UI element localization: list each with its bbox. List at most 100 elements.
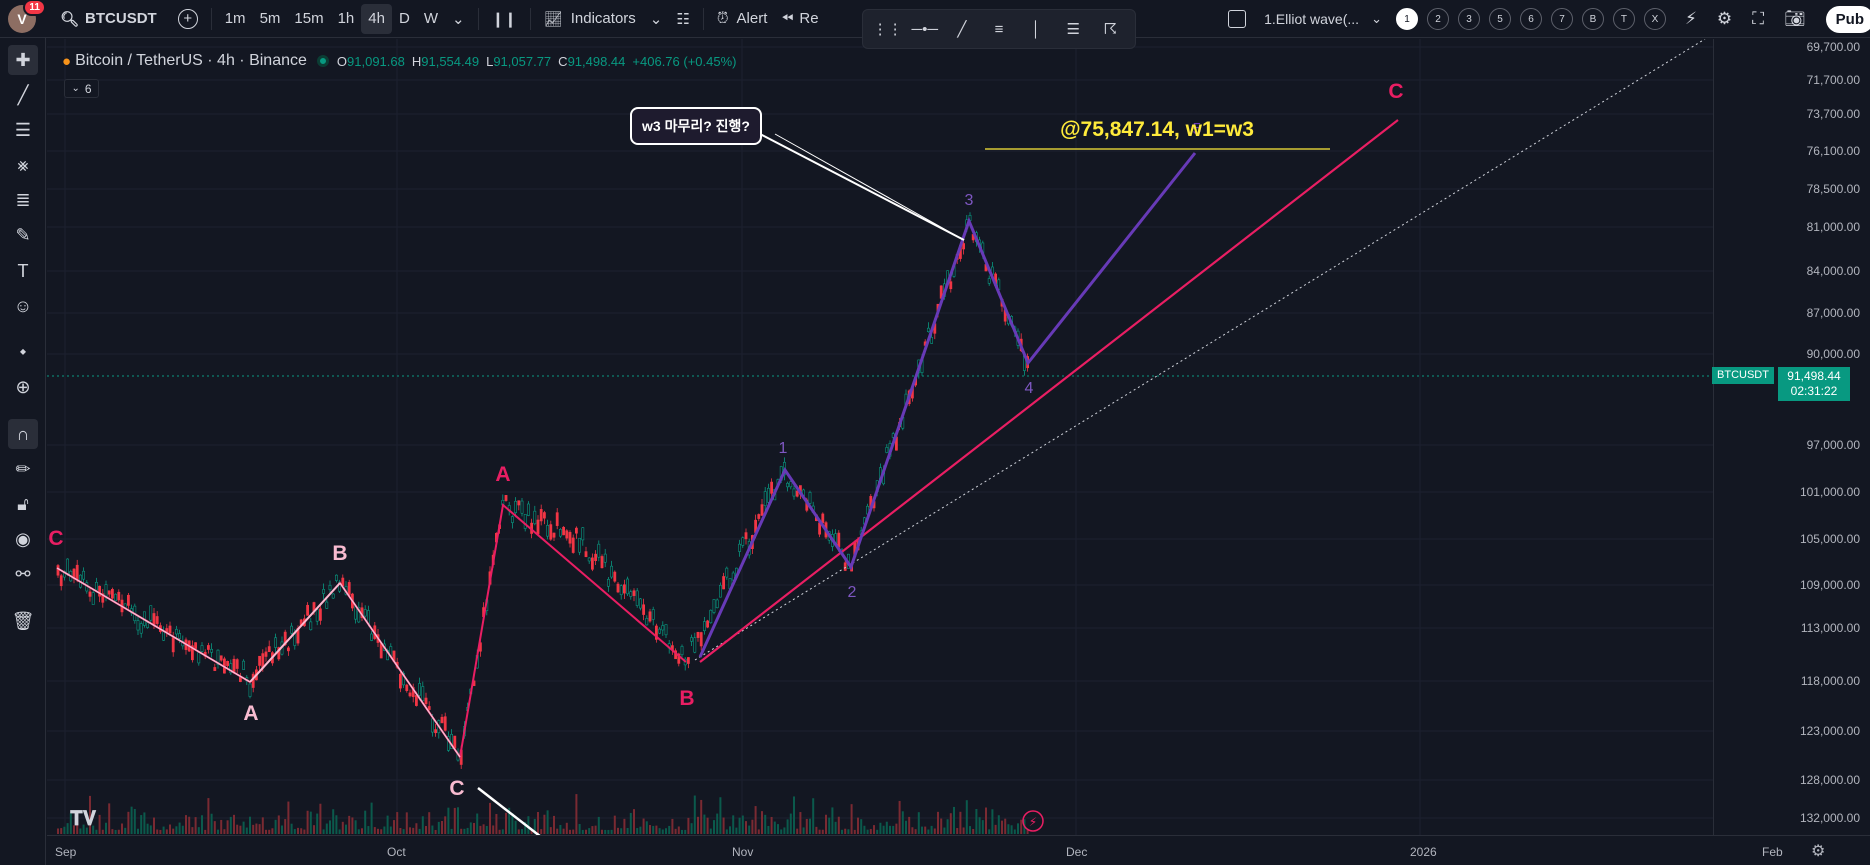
quick-search-icon[interactable]: ⚡︎ [1684,9,1697,28]
compare-symbol-button[interactable]: + [171,4,205,34]
trash-icon[interactable]: 🗑︎ [11,610,35,631]
volume-bar [479,825,482,834]
emoji-tool-icon[interactable]: ☺︎ [13,295,33,316]
link-icon[interactable]: ⚯ [15,563,31,584]
volume-bar [226,820,229,834]
volume-bar [335,815,338,834]
target-annotation[interactable]: @75,847.14, w1=w3 [1060,118,1254,141]
camera-icon[interactable]: 📷︎ [1784,9,1806,28]
template-name[interactable]: 1.Elliot wave(... [1264,11,1360,27]
template-badge-2[interactable]: 2 [1426,8,1449,30]
text-tool-icon[interactable]: T [17,260,29,281]
volume-bar [66,823,69,834]
template-badge-t[interactable]: T [1612,8,1635,30]
impulse-wave-purple[interactable] [698,152,1197,658]
eye-icon[interactable]: ◉ [15,528,31,549]
vertical-line-icon[interactable]: │ [1031,20,1041,38]
notification-badge[interactable]: 11 [23,0,46,16]
volume-bar [613,815,616,834]
price-chart[interactable]: C B A C A B C 1 2 3 4 5 @75,847.14, w1=w… [47,39,1713,835]
symbol-search[interactable]: 🔍︎ BTCUSDT [60,10,157,28]
abc-wave-light[interactable] [249,582,341,683]
alert-button[interactable]: ⏰︎ Alert [710,4,775,34]
template-badge-3[interactable]: 3 [1457,8,1480,30]
candle-body [95,582,98,591]
time-scale[interactable]: Sep Oct Nov Dec 2026 Feb [47,835,1870,865]
settings-icon[interactable]: ⚙︎ [1811,843,1826,860]
volume-bar [149,825,152,834]
fib-tool-icon[interactable]: ☰ [14,119,32,140]
pattern-tool-icon[interactable]: ⨳ [17,154,29,175]
volume-bar [693,795,696,834]
trendline-icon[interactable]: ╱ [957,21,967,38]
indicators-button[interactable]: 📈︎ Indicators [537,4,643,34]
candle-body [568,532,572,544]
volume-bar [917,812,920,834]
ruler-icon[interactable]: ⬩ [19,340,27,361]
legend-title[interactable]: Bitcoin / TetherUS · 4h · Binance [75,52,307,69]
volume-bar [252,824,255,834]
volume-bar [332,809,335,834]
interval-w[interactable]: W [423,10,438,27]
abc-wave-light-c[interactable] [339,582,461,758]
crosshair-icon[interactable]: ✚ [8,45,38,75]
price-label: 101,000.00 [1799,485,1860,499]
layouts-button[interactable]: ☷ [669,4,696,34]
drag-handle-icon[interactable]: ⋮⋮ [872,21,903,38]
brush-tool-icon[interactable]: ✎ [15,224,31,245]
abc-wave-light-a[interactable] [56,567,251,683]
template-badge-x[interactable]: X [1643,8,1666,30]
settings-icon[interactable]: ⚙︎ [1716,9,1733,28]
interval-dropdown[interactable]: ⌄ [445,4,472,34]
trendline-tool-icon[interactable]: ╱ [17,84,29,105]
pattern-icon[interactable]: ☈ [1103,21,1118,38]
interval-5m[interactable]: 5m [259,10,281,27]
interval-d[interactable]: D [398,10,410,27]
interval-1h[interactable]: 1h [337,10,355,27]
candle-body [334,574,338,581]
stay-in-drawing-icon[interactable]: ✏ [15,458,31,479]
fullscreen-icon[interactable]: ⛶ [1752,9,1765,28]
volume-bar [284,819,287,834]
parallel-channel-icon[interactable]: ≡ [994,20,1004,38]
divider [702,7,704,30]
indicators-dropdown[interactable]: ⌄ [643,4,670,34]
horizontal-line-icon[interactable]: ─•─ [911,20,938,38]
interval-4h[interactable]: 4h [361,3,392,34]
volume-bar [578,823,581,834]
template-badge-5[interactable]: 5 [1488,8,1511,30]
candle-body [648,611,652,622]
volume-bar [127,811,130,834]
interval-15m[interactable]: 15m [294,10,324,27]
interval-1m[interactable]: 1m [224,10,246,27]
volume-bar [866,829,869,834]
template-badge-7[interactable]: 7 [1550,8,1573,30]
template-checkbox[interactable] [1228,10,1247,28]
lock-icon[interactable]: 🔓︎ [17,493,29,514]
volume-bar [354,820,357,834]
chevron-down-icon[interactable]: ⌄ [1371,11,1382,26]
price-scale[interactable]: 69,700.00 71,700.00 73,700.00 76,100.00 78,5… [1713,39,1870,835]
volume-bar [265,829,267,834]
callout-annotation[interactable]: w3 마무리? 진행? [630,107,762,145]
chart-type-button[interactable]: ❙❙ [485,4,524,34]
lightning-icon[interactable] [1022,810,1044,832]
magnet-icon[interactable]: ∩ [8,419,38,449]
candle-body [168,625,172,634]
template-badge-1[interactable]: 1 [1395,8,1418,30]
zoom-in-icon[interactable]: ⊕ [15,376,31,397]
pink-trendline[interactable] [699,119,1399,663]
fib-icon[interactable]: ☰ [1066,21,1080,38]
indicators-toggle[interactable]: ⌄ 6 [64,79,99,98]
template-badge-b[interactable]: B [1581,8,1604,30]
candle-body [654,625,658,640]
replay-button[interactable]: ⏪︎ Re [774,4,825,34]
candle-body [398,673,402,689]
template-badge-6[interactable]: 6 [1519,8,1542,30]
candle-body [616,583,620,593]
publish-button[interactable]: Pub [1825,5,1870,33]
candle-body [786,482,790,488]
volume-bar [268,829,271,834]
user-avatar[interactable]: V 11 [8,0,46,33]
prediction-tool-icon[interactable]: ≣ [15,189,31,210]
